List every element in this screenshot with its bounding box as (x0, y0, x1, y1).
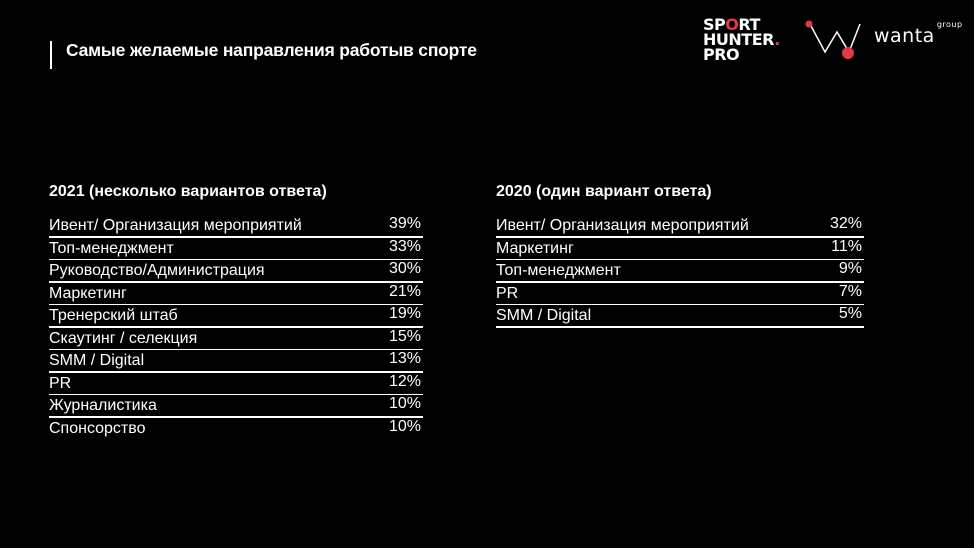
item-percent: 9% (838, 260, 862, 277)
list-item: Топ-менеджмент 9% (496, 260, 864, 283)
item-percent: 19% (388, 305, 421, 322)
row-divider (49, 416, 423, 418)
row-divider (496, 281, 864, 283)
row-divider (49, 258, 423, 260)
list-item: Руководство/Администрация 30% (49, 260, 423, 283)
item-percent: 15% (388, 327, 421, 345)
list-item: Спонсорство 10% (49, 418, 423, 441)
item-label: Маркетинг (49, 284, 127, 302)
row-divider (49, 303, 423, 305)
item-percent: 10% (388, 395, 421, 412)
item-percent: 13% (388, 350, 421, 367)
row-divider (496, 303, 864, 305)
list-item: Топ-менеджмент 33% (49, 237, 423, 260)
item-label: Скаутинг / селекция (49, 329, 198, 347)
page-title: Самые желаемые направления работыв спорт… (66, 40, 477, 60)
wanta-w-mark-icon (805, 20, 861, 59)
item-label: Спонсорство (49, 419, 146, 437)
item-percent: 32% (829, 215, 862, 232)
item-percent: 7% (838, 282, 862, 300)
item-label: PR (496, 284, 519, 302)
list-item: PR 12% (49, 372, 423, 395)
section-2021: 2021 (несколько вариантов ответа) Ивент/… (49, 183, 423, 440)
item-label: Ивент/ Организация мероприятий (496, 217, 749, 234)
item-percent: 12% (388, 372, 421, 390)
row-divider (496, 258, 864, 260)
item-percent: 11% (831, 237, 862, 255)
item-label: SMM / Digital (496, 307, 592, 324)
list-item: Ивент/ Организация мероприятий 32% (496, 215, 864, 238)
row-divider (49, 281, 423, 283)
row-divider (49, 236, 423, 238)
wanta-logo: wantagroup (874, 19, 963, 47)
row-divider (496, 236, 864, 238)
item-percent: 21% (388, 282, 421, 300)
item-percent: 5% (838, 305, 862, 322)
list-item: Тренерский штаб 19% (49, 305, 423, 328)
list-item: Маркетинг 21% (49, 282, 423, 305)
sporthunter-logo: SPORT HUNTER. PRO (703, 15, 780, 64)
list-item: Ивент/ Организация мероприятий 39% (49, 215, 423, 238)
item-label: Тренерский штаб (49, 307, 178, 324)
list-item: Маркетинг 11% (496, 237, 864, 260)
list-item: SMM / Digital 13% (49, 350, 423, 373)
item-label: Руководство/Администрация (49, 262, 265, 279)
row-divider (49, 348, 423, 350)
list-item: Журналистика 10% (49, 395, 423, 418)
row-divider (49, 371, 423, 373)
item-label: PR (49, 374, 72, 392)
row-divider (496, 326, 864, 328)
item-label: SMM / Digital (49, 352, 145, 369)
section-2020-heading: 2020 (один вариант ответа) (496, 183, 712, 200)
item-label: Топ-менеджмент (496, 262, 621, 279)
item-label: Журналистика (49, 397, 157, 414)
item-label: Ивент/ Организация мероприятий (49, 217, 302, 234)
list-item: PR 7% (496, 282, 864, 305)
section-2021-heading: 2021 (несколько вариантов ответа) (49, 183, 327, 200)
row-divider (49, 393, 423, 395)
section-2020: 2020 (один вариант ответа) Ивент/ Органи… (496, 183, 864, 328)
row-divider (49, 326, 423, 328)
title-accent-bar (50, 41, 52, 69)
item-percent: 10% (388, 417, 421, 435)
item-percent: 39% (388, 215, 421, 232)
item-label: Топ-менеджмент (49, 239, 174, 257)
item-label: Маркетинг (496, 239, 574, 257)
item-percent: 30% (388, 260, 421, 277)
list-item: SMM / Digital 5% (496, 305, 864, 328)
item-percent: 33% (388, 237, 421, 255)
list-item: Скаутинг / селекция 15% (49, 327, 423, 350)
